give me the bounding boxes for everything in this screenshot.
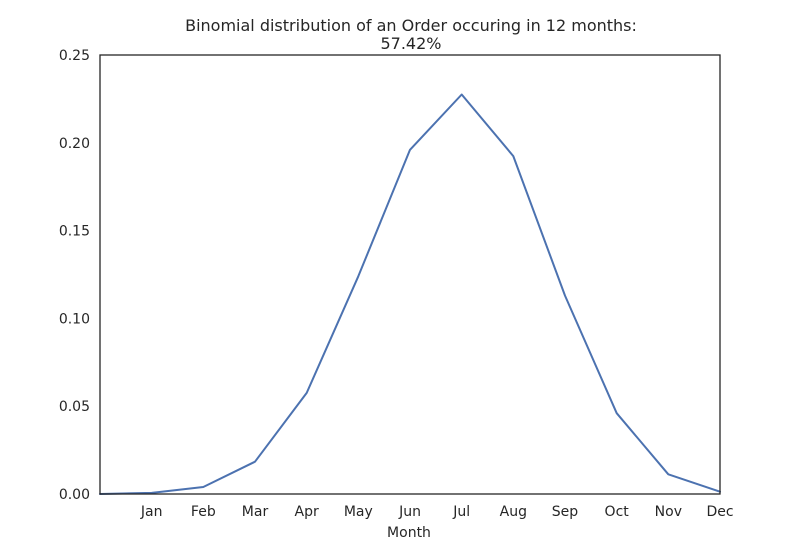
x-axis-label: Month: [387, 525, 431, 541]
x-axis-ticks: Jan Feb Mar Apr May Jun Jul Aug Sep Oct Nov Dec: [140, 504, 734, 520]
y-tick-label: 0.10: [59, 311, 90, 327]
plot-area-frame: [99, 54, 721, 495]
y-axis-ticks: 0.00 0.05 0.10 0.15 0.20 0.25: [59, 48, 90, 503]
x-tick-label: Jan: [140, 504, 163, 520]
x-tick-label: Feb: [191, 504, 216, 520]
chart-title-line2: 57.42%: [380, 34, 441, 53]
x-tick-label: Jun: [398, 504, 421, 520]
series-line: [99, 93, 721, 495]
y-tick-label: 0.20: [59, 136, 90, 152]
chart-title-line1: Binomial distribution of an Order occuri…: [185, 16, 637, 35]
x-tick-label: Oct: [605, 504, 630, 520]
x-tick-label: Nov: [655, 504, 682, 520]
x-tick-label: Aug: [500, 504, 527, 520]
x-tick-label: Dec: [706, 504, 733, 520]
y-tick-label: 0.25: [59, 48, 90, 64]
x-tick-label: Apr: [295, 504, 319, 520]
y-tick-label: 0.05: [59, 399, 90, 415]
x-tick-label: Sep: [552, 504, 579, 520]
y-tick-label: 0.00: [59, 487, 90, 503]
x-tick-label: May: [344, 504, 373, 520]
y-tick-label: 0.15: [59, 224, 90, 240]
x-tick-label: Mar: [242, 504, 269, 520]
x-tick-label: Jul: [452, 504, 470, 520]
